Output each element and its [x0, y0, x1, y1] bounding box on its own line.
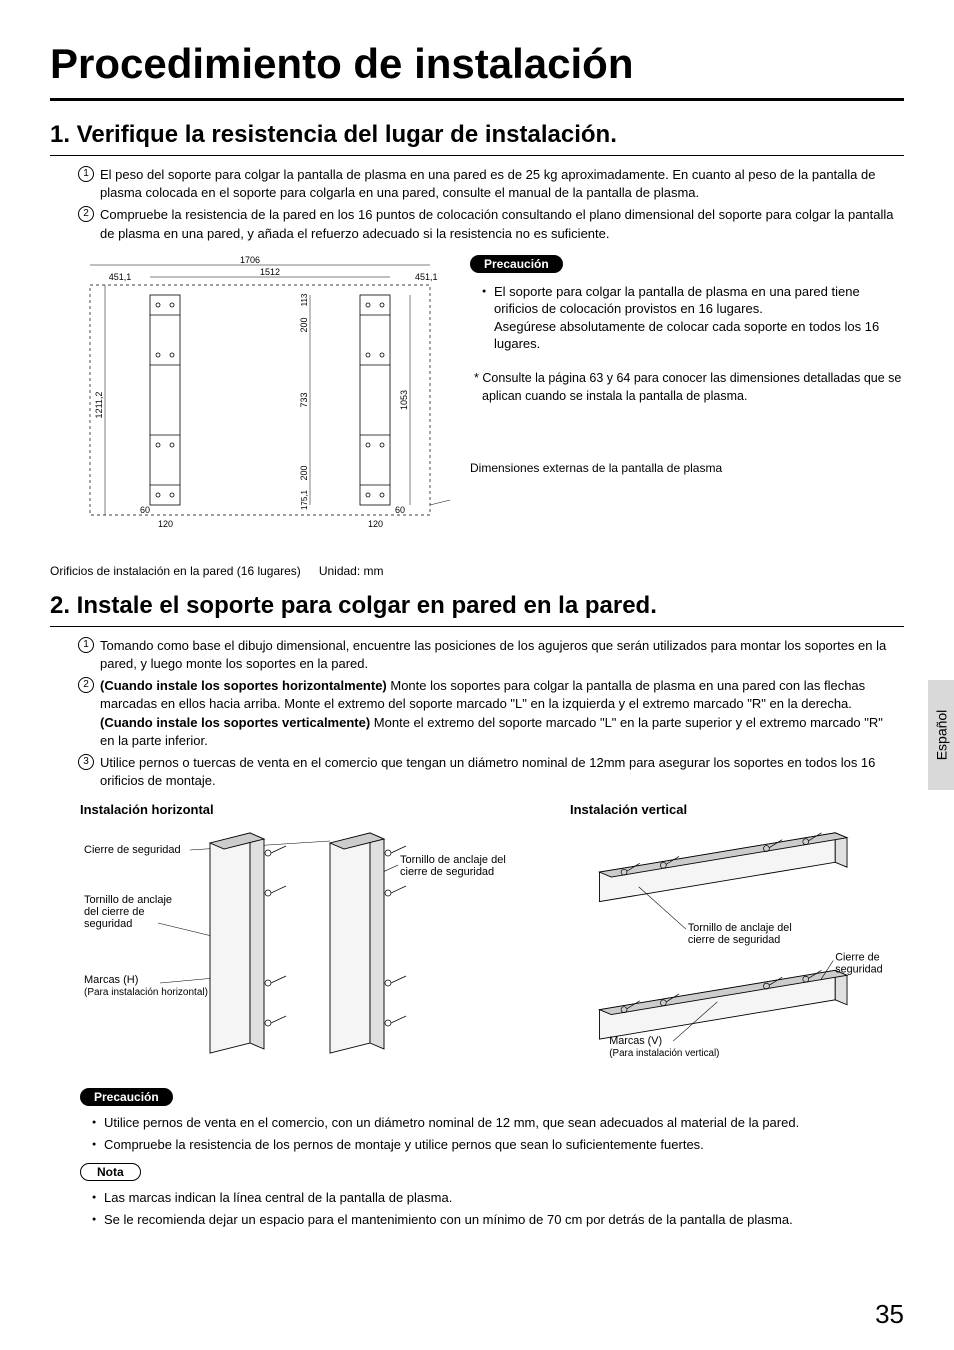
- horiz-label: Instalación horizontal: [80, 802, 560, 817]
- dimension-diagram: 1706 1512 451,1 451,1 1211,2 200 113 733…: [50, 255, 450, 578]
- caution-badge: Precaución: [470, 255, 563, 273]
- svg-text:(Para instalación horizontal): (Para instalación horizontal): [84, 987, 208, 998]
- svg-text:200: 200: [299, 465, 309, 480]
- svg-text:Tornillo de anclaje delcierre: Tornillo de anclaje delcierre de segurid…: [400, 854, 506, 878]
- svg-text:120: 120: [158, 519, 173, 529]
- s2-item1: 1 Tomando como base el dibujo dimensiona…: [100, 637, 894, 673]
- svg-text:Marcas (H): Marcas (H): [84, 974, 138, 986]
- horizontal-install-fig: Instalación horizontal Cierre de segurid…: [80, 802, 560, 1088]
- note-badge: Nota: [80, 1163, 141, 1181]
- svg-text:Cierre de seguridad: Cierre de seguridad: [84, 844, 181, 856]
- svg-text:Cierre deseguridad: Cierre deseguridad: [835, 952, 882, 976]
- section2-title: 2. Instale el soporte para colgar en par…: [50, 592, 904, 620]
- svg-text:175,1: 175,1: [300, 489, 309, 510]
- svg-text:60: 60: [140, 505, 150, 515]
- caution-badge-2: Precaución: [80, 1088, 173, 1106]
- s2-item2: 2 (Cuando instale los soportes horizonta…: [100, 677, 894, 750]
- svg-text:733: 733: [299, 392, 309, 407]
- svg-text:1706: 1706: [240, 255, 260, 265]
- svg-text:451,1: 451,1: [109, 272, 132, 282]
- vertical-install-fig: Instalación vertical: [570, 802, 904, 1088]
- page-number: 35: [875, 1299, 904, 1330]
- s1-ref-note: Consulte la página 63 y 64 para conocer …: [482, 371, 901, 403]
- circled-3-icon: 3: [78, 754, 94, 770]
- s1-item1: 1 El peso del soporte para colgar la pan…: [100, 166, 894, 202]
- language-tab: Español: [928, 680, 954, 790]
- section1-rule: [50, 155, 904, 156]
- s2-note-b1: Las marcas indican la línea central de l…: [92, 1189, 904, 1207]
- s2-note-b2: Se le recomienda dejar un espacio para e…: [92, 1211, 904, 1229]
- section2-rule: [50, 626, 904, 627]
- svg-text:200: 200: [299, 317, 309, 332]
- s2-caution-b2: Compruebe la resistencia de los pernos d…: [92, 1136, 904, 1154]
- svg-text:451,1: 451,1: [415, 272, 438, 282]
- s1-item1-text: El peso del soporte para colgar la panta…: [100, 167, 875, 200]
- circled-1-icon: 1: [78, 637, 94, 653]
- s2-caution-b1: Utilice pernos de venta en el comercio, …: [92, 1114, 904, 1132]
- vert-label: Instalación vertical: [570, 802, 904, 817]
- svg-text:1053: 1053: [399, 390, 409, 410]
- ext-dim-label: Dimensiones externas de la pantalla de p…: [470, 461, 904, 475]
- circled-2-icon: 2: [78, 206, 94, 222]
- section1-title: 1. Verifique la resistencia del lugar de…: [50, 121, 904, 149]
- circled-2-icon: 2: [78, 677, 94, 693]
- s1-item2-text: Compruebe la resistencia de la pared en …: [100, 207, 894, 240]
- svg-text:1512: 1512: [260, 267, 280, 277]
- s1-item2: 2 Compruebe la resistencia de la pared e…: [100, 206, 894, 242]
- unit-caption: Unidad: mm: [319, 564, 384, 578]
- circled-1-icon: 1: [78, 166, 94, 182]
- page-title: Procedimiento de instalación: [50, 40, 904, 88]
- svg-text:120: 120: [368, 519, 383, 529]
- title-rule: [50, 98, 904, 101]
- svg-text:Marcas (V): Marcas (V): [609, 1035, 662, 1047]
- s1-caution-bullet: El soporte para colgar la pantalla de pl…: [482, 283, 904, 353]
- svg-text:(Para instalación vertical): (Para instalación vertical): [609, 1048, 719, 1059]
- holes-caption: Orificios de instalación en la pared (16…: [50, 564, 301, 578]
- svg-text:113: 113: [300, 293, 309, 306]
- svg-text:Tornillo de anclaje delcierre: Tornillo de anclaje delcierre de segurid…: [688, 922, 792, 946]
- svg-text:1211,2: 1211,2: [94, 391, 104, 418]
- section1-side: Precaución El soporte para colgar la pan…: [470, 255, 904, 578]
- s2-item3: 3 Utilice pernos o tuercas de venta en e…: [100, 754, 894, 790]
- svg-text:Tornillo de anclajedel cierre: Tornillo de anclajedel cierre desegurida…: [84, 894, 172, 930]
- svg-text:60: 60: [395, 505, 405, 515]
